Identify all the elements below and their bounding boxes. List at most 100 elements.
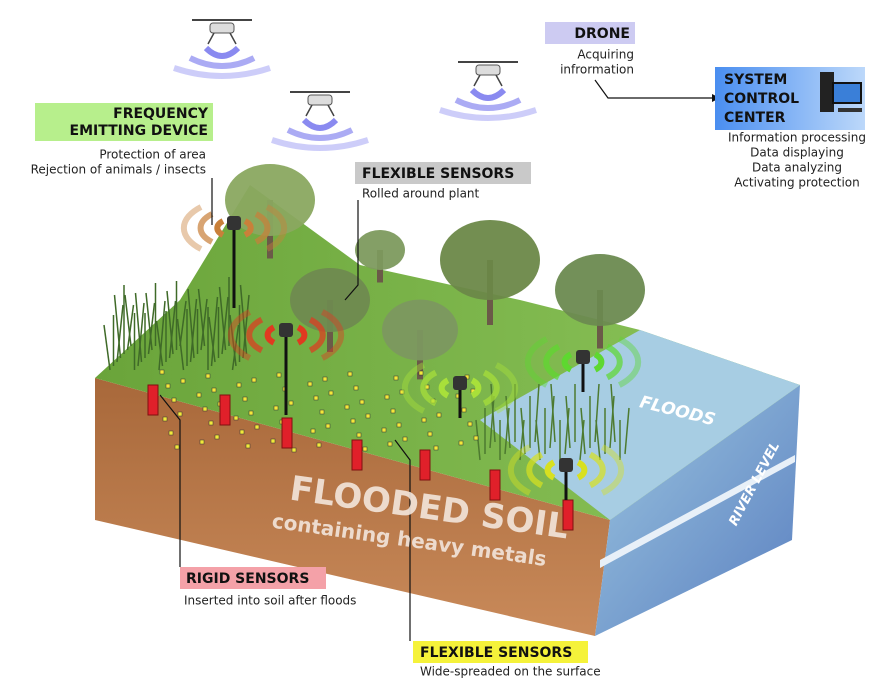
surface-sensor [326, 424, 330, 428]
surface-sensor [209, 421, 213, 425]
surface-sensor [200, 440, 204, 444]
surface-sensor [468, 422, 472, 426]
surface-sensor [311, 429, 315, 433]
drone-body [210, 23, 234, 33]
fss-title: FLEXIBLE SENSORS [420, 645, 572, 661]
signal-wave [472, 90, 504, 98]
signal-wave [304, 120, 336, 128]
surface-sensor [197, 393, 201, 397]
surface-sensor [274, 406, 278, 410]
surface-sensor [181, 379, 185, 383]
surface-sensor [323, 377, 327, 381]
drone-line: infrormation [560, 63, 634, 77]
surface-sensor [234, 416, 238, 420]
surface-sensor [243, 397, 247, 401]
rigid-sensor [352, 440, 362, 470]
drone-leg [230, 33, 236, 44]
surface-sensor [403, 437, 407, 441]
surface-sensor [237, 383, 241, 387]
tree-crown [555, 254, 645, 326]
fd-title: FREQUENCY [113, 106, 209, 122]
fsp-line: Rolled around plant [362, 187, 480, 201]
device-head [576, 350, 590, 364]
surface-sensor [329, 391, 333, 395]
surface-sensor [437, 413, 441, 417]
surface-sensor [317, 443, 321, 447]
signal-wave [190, 58, 254, 66]
surface-sensor [434, 446, 438, 450]
surface-sensor [357, 433, 361, 437]
surface-sensor [249, 411, 253, 415]
surface-sensor [163, 417, 167, 421]
reed [115, 295, 121, 358]
surface-sensor [385, 395, 389, 399]
rigid-sensor [420, 450, 430, 480]
signal-wave [456, 100, 520, 108]
cc-line: Data analyzing [752, 161, 842, 175]
surface-sensor [459, 441, 463, 445]
surface-sensor [345, 405, 349, 409]
drone-leg [208, 33, 214, 44]
surface-sensor [277, 373, 281, 377]
surface-sensor [160, 370, 164, 374]
signal-wave [206, 48, 238, 56]
connector [595, 80, 712, 98]
device-head [559, 458, 573, 472]
signal-wave [201, 214, 212, 242]
drone-title: DRONE [574, 26, 630, 42]
surface-sensor [360, 400, 364, 404]
surface-sensor [271, 439, 275, 443]
surface-sensor [175, 445, 179, 449]
rs-title: RIGID SENSORS [186, 571, 309, 587]
signal-wave [440, 110, 536, 118]
fd-line: Protection of area [99, 148, 206, 162]
surface-sensor [366, 414, 370, 418]
diagram: DRONE Acquiring infrormation SYSTEM CONT… [0, 0, 869, 679]
surface-sensor [308, 382, 312, 386]
cc-line: Information processing [728, 131, 866, 145]
tree-crown [382, 300, 458, 361]
surface-sensor [422, 418, 426, 422]
drone-leg [328, 105, 334, 116]
surface-sensor [348, 372, 352, 376]
surface-sensor [397, 423, 401, 427]
drone-line: Acquiring [577, 48, 634, 62]
signal-wave [217, 221, 223, 235]
surface-sensor [388, 442, 392, 446]
surface-sensor [178, 412, 182, 416]
device-head [279, 323, 293, 337]
drone-leg [474, 75, 480, 86]
surface-sensor [314, 396, 318, 400]
surface-sensor [462, 408, 466, 412]
cc-title: CENTER [724, 110, 786, 126]
surface-sensor [292, 448, 296, 452]
drone-leg [496, 75, 502, 86]
surface-sensor [394, 376, 398, 380]
fss-line: Wide-spreaded on the surface [420, 665, 601, 679]
device-head [453, 376, 467, 390]
surface-sensor [206, 374, 210, 378]
surface-sensor [215, 435, 219, 439]
surface-sensor [474, 436, 478, 440]
reed [125, 295, 131, 346]
surface-sensor [351, 419, 355, 423]
surface-sensor [419, 371, 423, 375]
tree-crown [440, 220, 540, 300]
tree-crown [355, 230, 405, 270]
surface-sensor [172, 398, 176, 402]
drone-body [308, 95, 332, 105]
surface-sensor [382, 428, 386, 432]
signal-wave [288, 130, 352, 138]
fsp-title: FLEXIBLE SENSORS [362, 166, 514, 182]
rs-line: Inserted into soil after floods [184, 594, 356, 608]
surface-sensor [246, 444, 250, 448]
fd-line: Rejection of animals / insects [31, 163, 206, 177]
cc-title: CONTROL [724, 91, 799, 107]
cc-line: Data displaying [750, 146, 844, 160]
rigid-sensor [220, 395, 230, 425]
rigid-sensor [282, 418, 292, 448]
cc-line: Activating protection [734, 176, 859, 190]
surface-sensor [212, 388, 216, 392]
rigid-sensor [490, 470, 500, 500]
fd-title: EMITTING DEVICE [70, 123, 208, 139]
